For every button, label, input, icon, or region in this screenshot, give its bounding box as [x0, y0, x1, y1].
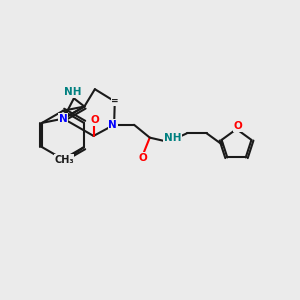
Text: O: O — [138, 153, 147, 163]
Text: N: N — [108, 120, 117, 130]
Text: N: N — [59, 114, 68, 124]
Text: =: = — [111, 97, 118, 106]
Text: CH₃: CH₃ — [54, 155, 74, 165]
Text: NH: NH — [64, 87, 81, 97]
Text: NH: NH — [164, 133, 181, 142]
Text: O: O — [234, 121, 242, 131]
Text: O: O — [91, 115, 99, 125]
